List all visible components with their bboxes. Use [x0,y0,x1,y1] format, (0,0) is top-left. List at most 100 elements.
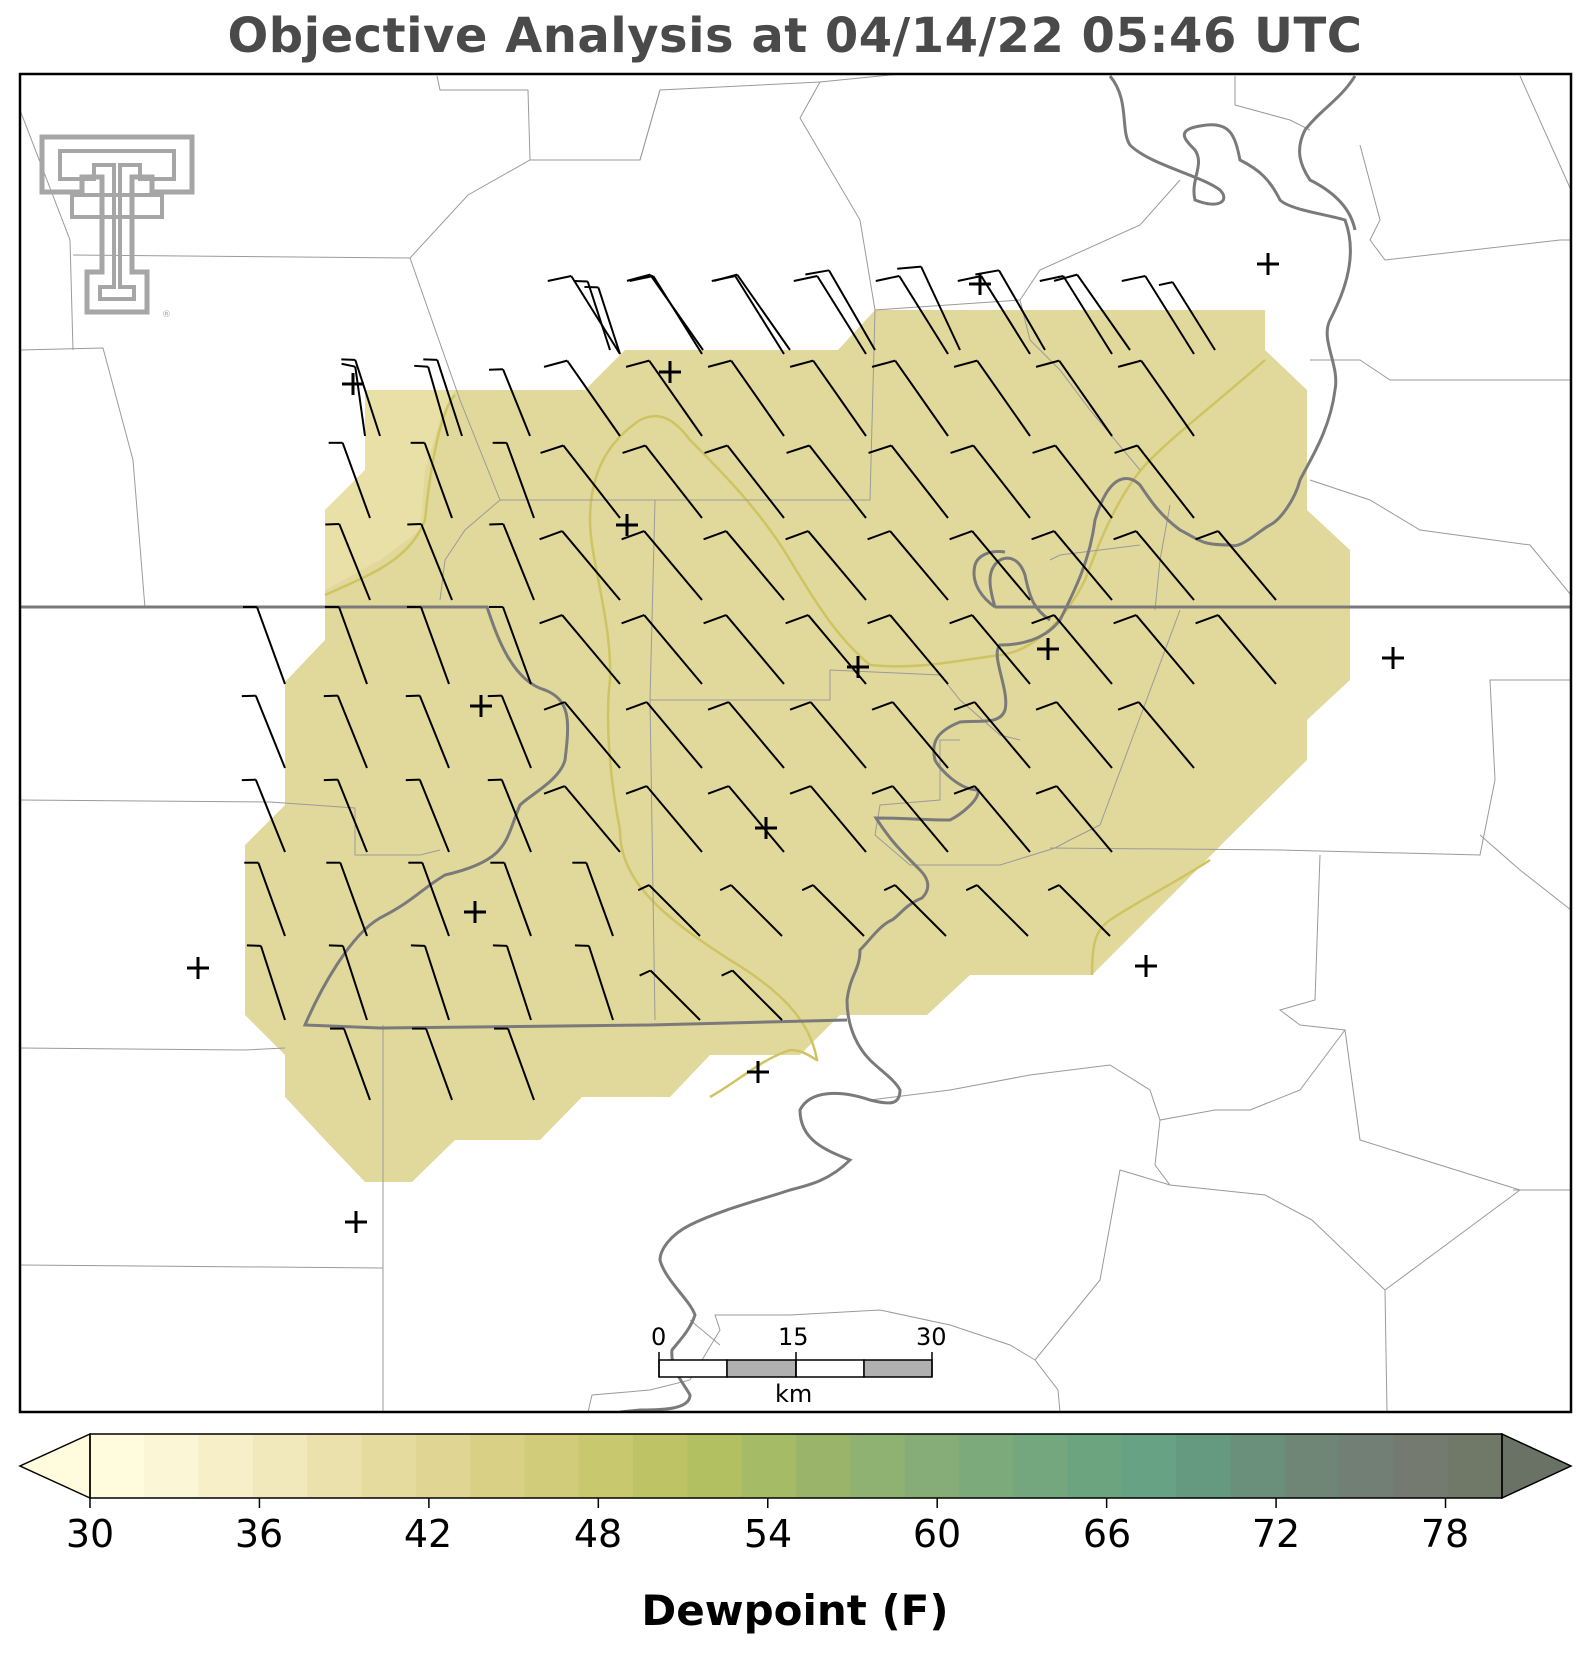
wind-barb [953,701,1031,769]
station-markers [187,253,1404,1233]
wind-barb [323,694,368,769]
wind-barb [242,605,286,685]
wind-barb [584,285,621,355]
wind-barb [423,358,463,437]
wind-barb [328,944,368,1021]
wind-barb [953,359,1031,437]
wind-barb [487,694,532,769]
colorbar [18,1432,1573,1508]
colorbar-segment [198,1434,254,1498]
wind-barb [1035,701,1113,769]
wind-barb [871,785,949,853]
wind-barb [487,778,532,853]
wind-barb [625,359,703,437]
colorbar-tick-label: 72 [1251,1512,1301,1556]
colorbar-extend-under [18,1432,91,1500]
wind-barb [1117,701,1195,769]
colorbar-extend-over [1501,1432,1573,1500]
wind-barb [1053,273,1131,351]
colorbar-segment [796,1434,851,1498]
wind-barb [489,522,535,601]
colorbar-segment [1230,1434,1286,1498]
station-marker [1037,638,1059,660]
wind-barb [719,884,783,937]
wind-barb [341,358,381,437]
wind-barb [410,944,450,1021]
wind-barb [871,701,949,769]
wind-barb [965,884,1029,937]
wind-barb [328,441,371,519]
wind-barb [492,441,535,519]
colorbar-tick-label: 48 [573,1512,623,1556]
station-marker [1382,647,1404,669]
wind-barb [1031,614,1113,685]
colorbar-segment [850,1434,906,1498]
colorbar-tick-label: 42 [403,1512,453,1556]
station-marker [1257,253,1279,275]
map-title: Objective Analysis at 04/14/22 05:46 UTC [227,8,1363,64]
wind-barb [868,444,949,519]
colorbar-segment [578,1434,634,1498]
wind-barb [713,273,791,351]
wind-barb [975,269,1046,351]
wind-barb [246,944,286,1021]
wind-barb [703,614,785,685]
scale-label-0: 0 [651,1323,667,1351]
wind-barb [543,785,621,853]
colorbar-tick-label: 66 [1082,1512,1132,1556]
svg-text:®: ® [162,310,171,320]
wind-barb [629,275,703,355]
county-boundaries [20,74,1571,1412]
colorbar-segment [1447,1434,1503,1498]
colorbar-label: Dewpoint (F) [641,1586,949,1635]
colorbar-segment [741,1434,797,1498]
texas-tech-logo: ® [39,134,195,320]
wind-barb [1032,444,1113,519]
colorbar-segment [904,1434,960,1498]
colorbar-tick-label: 60 [912,1512,962,1556]
scale-label-15: 15 [778,1323,809,1351]
wind-barb [1114,444,1195,519]
wind-barb [625,785,703,853]
colorbar-segment [144,1434,200,1498]
wind-barb [1158,281,1216,351]
wind-barb [639,969,701,1021]
station-marker [187,957,209,979]
wind-barb [711,275,785,355]
colorbar-tick-label: 36 [234,1512,284,1556]
wind-barb [1195,530,1277,601]
wind-barb [957,275,1031,355]
station-marker [345,1211,367,1233]
wind-barb [492,944,532,1021]
wind-barb [707,359,785,437]
wind-barb [704,444,785,519]
wind-barb [950,444,1031,519]
wind-barb [412,1027,453,1101]
dewpoint-field [245,310,1350,1182]
wind-barb [494,1027,535,1101]
wind-barb [625,701,703,769]
dewpoint-44-contour-se [1090,858,1211,976]
wind-barb [414,364,449,437]
wind-barb [540,444,621,519]
wind-barb [325,522,371,601]
wind-barb [875,275,949,355]
wind-barb [410,441,453,519]
colorbar-segment [1176,1434,1232,1498]
wind-barb [883,884,947,937]
colorbar-segment [90,1434,145,1498]
colorbar-tick-label: 78 [1420,1512,1470,1556]
wind-barb [330,1027,371,1101]
map-frame [18,72,1573,1414]
wind-barb [574,944,614,1021]
wind-barb [1113,614,1195,685]
wind-barb [244,861,286,937]
wind-barb [786,444,867,519]
colorbar-segment [1067,1434,1123,1498]
wind-barb [867,530,949,601]
wind-barb [573,280,611,351]
colorbar-segment [307,1434,363,1498]
colorbar-tick-label: 30 [65,1512,115,1556]
wind-barb [785,614,867,685]
wind-barb [801,884,865,937]
